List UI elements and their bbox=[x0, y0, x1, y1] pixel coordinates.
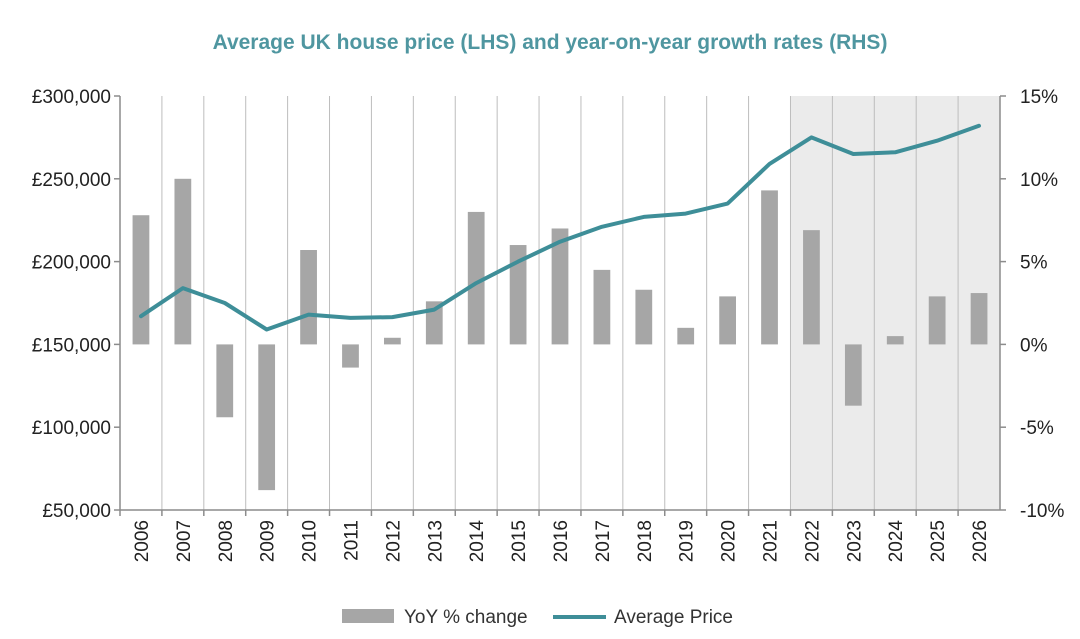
x-tick-label-2006: 2006 bbox=[132, 520, 153, 562]
x-tick-label-2024: 2024 bbox=[886, 520, 907, 563]
right-tick-label-4: 10% bbox=[1020, 170, 1058, 191]
left-tick-label-3: £200,000 bbox=[32, 253, 111, 274]
left-tick-label-0: £50,000 bbox=[42, 501, 111, 522]
forecast-shading bbox=[790, 96, 1000, 510]
bar-2015 bbox=[509, 245, 527, 345]
legend: YoY % change Average Price bbox=[342, 607, 733, 628]
bar-2019 bbox=[677, 327, 695, 345]
bar-2022 bbox=[803, 230, 820, 345]
bar-2008 bbox=[216, 344, 234, 418]
right-tick-label-0: -10% bbox=[1020, 501, 1064, 522]
right-tick-label-5: 15% bbox=[1020, 87, 1058, 108]
bar-2014 bbox=[467, 211, 485, 345]
x-tick-label-2018: 2018 bbox=[635, 520, 656, 562]
bar-2017 bbox=[593, 269, 611, 345]
bar-layer bbox=[132, 178, 988, 491]
x-tick-label-2022: 2022 bbox=[802, 520, 823, 562]
left-tick-label-4: £250,000 bbox=[32, 170, 111, 191]
x-tick-label-2026: 2026 bbox=[970, 520, 991, 562]
x-tick-label-2015: 2015 bbox=[509, 520, 530, 562]
bar-2021 bbox=[761, 190, 778, 345]
x-tick-label-2011: 2011 bbox=[341, 520, 362, 561]
bar-2011 bbox=[342, 344, 359, 368]
average-price-line bbox=[139, 123, 981, 332]
x-tick-label-2014: 2014 bbox=[467, 520, 488, 563]
x-tick-label-2012: 2012 bbox=[383, 520, 404, 562]
right-tick-label-2: 0% bbox=[1020, 335, 1048, 356]
x-tick-label-2016: 2016 bbox=[551, 520, 572, 562]
line-layer bbox=[139, 123, 981, 332]
bar-2018 bbox=[635, 289, 653, 345]
bar-2006 bbox=[132, 215, 150, 345]
bar-2016 bbox=[551, 228, 569, 345]
bar-2025 bbox=[928, 296, 946, 345]
legend-bar-swatch bbox=[342, 609, 394, 623]
forecast-shading-layer bbox=[790, 96, 1000, 510]
x-tick-label-2019: 2019 bbox=[677, 520, 698, 562]
bar-2023 bbox=[844, 344, 862, 406]
right-tick-label-1: -5% bbox=[1020, 418, 1054, 439]
x-tick-label-2013: 2013 bbox=[425, 520, 446, 562]
left-tick-label-1: £100,000 bbox=[32, 418, 111, 439]
left-tick-label-5: £300,000 bbox=[32, 87, 111, 108]
x-tick-label-2008: 2008 bbox=[216, 520, 237, 562]
legend-line-label: Average Price bbox=[614, 607, 733, 628]
x-tick-label-2021: 2021 bbox=[761, 520, 782, 562]
right-tick-label-3: 5% bbox=[1020, 253, 1048, 274]
bar-2026 bbox=[970, 293, 988, 345]
x-tick-label-2017: 2017 bbox=[593, 520, 614, 562]
axis-layer: £50,000 £100,000 £150,000 £200,000 £250,000 £… bbox=[32, 87, 1065, 562]
bar-2012 bbox=[384, 337, 401, 345]
bar-2009 bbox=[258, 344, 276, 491]
x-tick-label-2007: 2007 bbox=[174, 520, 195, 562]
bar-2010 bbox=[300, 250, 317, 345]
x-tick-label-2023: 2023 bbox=[844, 520, 865, 562]
legend-bar-label: YoY % change bbox=[404, 607, 528, 628]
bar-2024 bbox=[886, 336, 904, 345]
left-tick-label-2: £150,000 bbox=[32, 335, 111, 356]
x-tick-label-2009: 2009 bbox=[258, 520, 279, 562]
x-tick-label-2020: 2020 bbox=[719, 520, 740, 562]
x-tick-label-2010: 2010 bbox=[300, 520, 321, 562]
bar-2007 bbox=[174, 178, 192, 345]
bar-2020 bbox=[719, 296, 736, 345]
chart-title: Average UK house price (LHS) and year-on… bbox=[213, 31, 888, 54]
x-tick-label-2025: 2025 bbox=[928, 520, 949, 562]
